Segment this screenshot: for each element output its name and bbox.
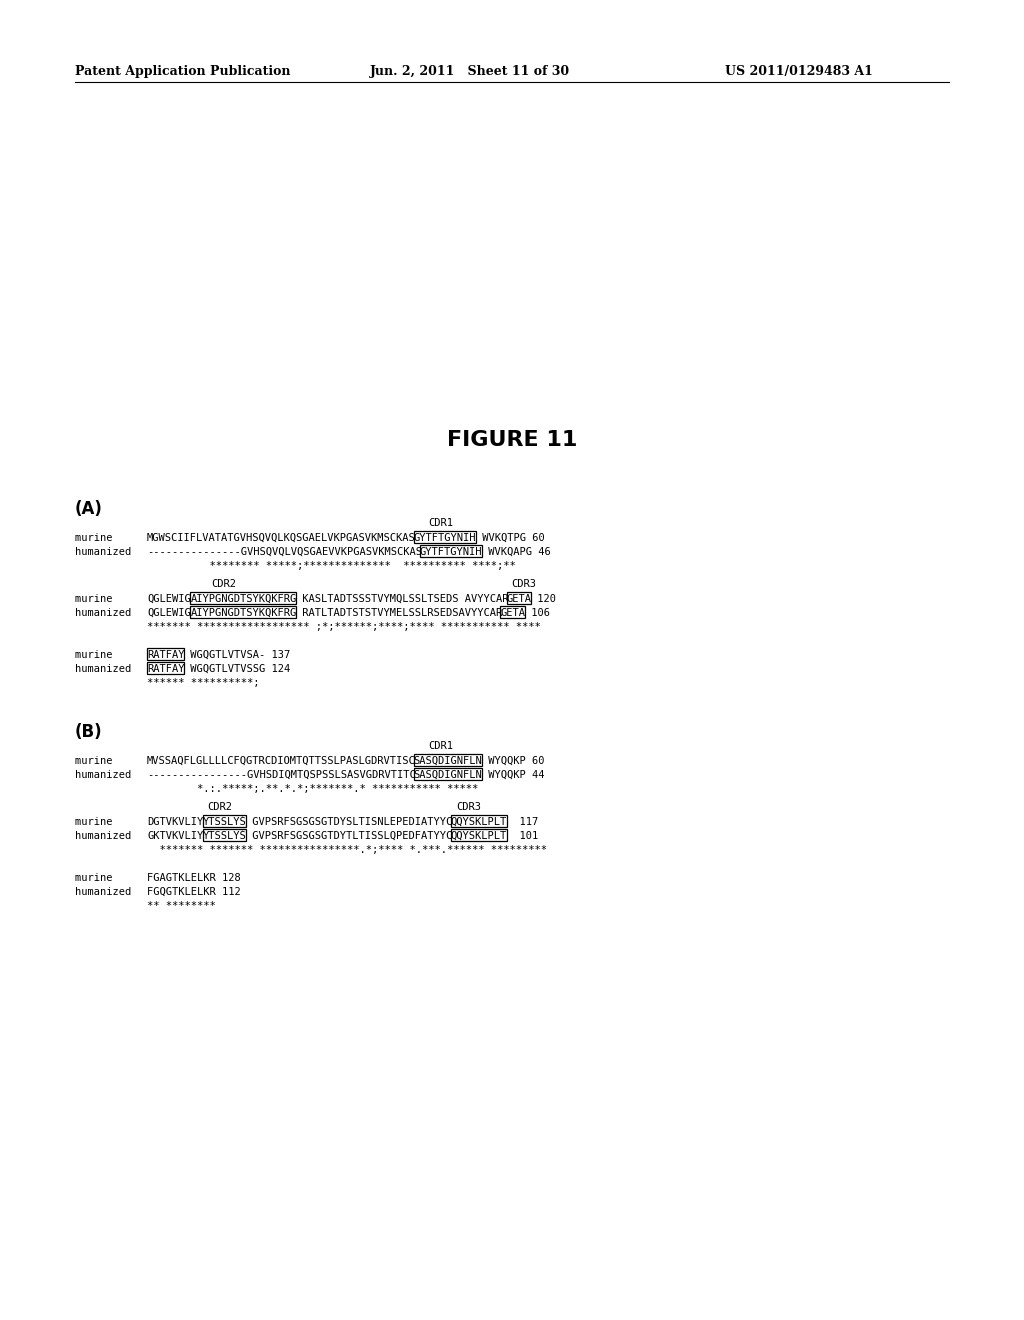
- Text: GYTFTGYNIH: GYTFTGYNIH: [414, 533, 476, 543]
- Text: ---------------GVHSQVQLVQSGAEVVKPGASVKMSCKAS: ---------------GVHSQVQLVQSGAEVVKPGASVKMS…: [147, 546, 422, 557]
- Text: CDR1: CDR1: [429, 517, 454, 528]
- Text: MVSSAQFLGLLLLCFQGTRCDIOMTQTTSSLPASLGDRVTISC: MVSSAQFLGLLLLCFQGTRCDIOMTQTTSSLPASLGDRVT…: [147, 756, 416, 766]
- Text: murine: murine: [75, 756, 131, 766]
- Text: 106: 106: [525, 609, 550, 618]
- Text: YTSSLYŚ: YTSSLYŚ: [203, 817, 247, 828]
- Text: 117: 117: [507, 817, 538, 828]
- Bar: [451, 829, 507, 841]
- Text: *.:.*****;.**.*.*;*******.* *********** *****: *.:.*****;.**.*.*;*******.* *********** …: [147, 784, 478, 795]
- Text: humanized: humanized: [75, 664, 131, 675]
- Text: CDR3: CDR3: [456, 803, 481, 812]
- Bar: [414, 532, 475, 543]
- Text: WYQQKP 60: WYQQKP 60: [482, 756, 545, 766]
- Text: RATFAY: RATFAY: [147, 649, 184, 660]
- Text: murine: murine: [75, 594, 131, 605]
- Bar: [507, 593, 531, 603]
- Text: AIYPGNGDTSYKQKFRG: AIYPGNGDTSYKQKFRG: [190, 609, 297, 618]
- Text: humanized: humanized: [75, 832, 131, 841]
- Text: WGQGTLVTVSSG 124: WGQGTLVTVSSG 124: [184, 664, 291, 675]
- Text: ******* ******* ****************.*;**** *.***.****** *********: ******* ******* ****************.*;**** …: [147, 845, 547, 855]
- Text: QQYSKLPLT: QQYSKLPLT: [451, 817, 507, 828]
- Text: ******* ****************** ;*;******;****;**** *********** ****: ******* ****************** ;*;******;***…: [147, 622, 541, 632]
- Text: Jun. 2, 2011   Sheet 11 of 30: Jun. 2, 2011 Sheet 11 of 30: [370, 65, 570, 78]
- Text: ** ********: ** ********: [147, 902, 216, 911]
- Text: WYQQKP 44: WYQQKP 44: [482, 770, 545, 780]
- Text: ****** **********;: ****** **********;: [147, 678, 259, 688]
- Text: GVPSRFSGSGSGTDYTLTISSLQPEDFATYYC: GVPSRFSGSGSGTDYTLTISSLQPEDFATYYC: [246, 832, 453, 841]
- Text: RATFAY: RATFAY: [147, 664, 184, 675]
- Text: (A): (A): [75, 500, 102, 517]
- Bar: [414, 768, 482, 780]
- Bar: [414, 754, 482, 766]
- Text: GETA: GETA: [507, 594, 531, 605]
- Text: YTSSLYŚ: YTSSLYŚ: [203, 832, 247, 841]
- Text: QGLEWIG: QGLEWIG: [147, 609, 190, 618]
- Text: CDR2: CDR2: [207, 803, 232, 812]
- Text: WVKQTPG 60: WVKQTPG 60: [475, 533, 545, 543]
- Text: ******** *****;**************  ********** ****;**: ******** *****;************** **********…: [147, 561, 516, 572]
- Text: RATLTADTSTSTVYMELSSLRSEDSAVYYCAR: RATLTADTSTSTVYMELSSLRSEDSAVYYCAR: [296, 609, 502, 618]
- Bar: [420, 545, 482, 557]
- Text: SASQDIGNFLN: SASQDIGNFLN: [414, 756, 482, 766]
- Text: QQYSKLPLT: QQYSKLPLT: [451, 832, 507, 841]
- Text: murine: murine: [75, 817, 131, 828]
- Text: murine: murine: [75, 649, 131, 660]
- Text: CDR2: CDR2: [212, 579, 237, 589]
- Text: (B): (B): [75, 723, 102, 741]
- Text: AIYPGNGDTSYKQKFRG: AIYPGNGDTSYKQKFRG: [190, 594, 297, 605]
- Bar: [190, 593, 296, 603]
- Text: US 2011/0129483 A1: US 2011/0129483 A1: [725, 65, 872, 78]
- Text: SASQDIGNFLN: SASQDIGNFLN: [414, 770, 482, 780]
- Text: FGQGTKLELKR 112: FGQGTKLELKR 112: [147, 887, 241, 898]
- Text: humanized: humanized: [75, 887, 131, 898]
- Text: Patent Application Publication: Patent Application Publication: [75, 65, 291, 78]
- Text: GETA: GETA: [501, 609, 525, 618]
- Bar: [451, 816, 507, 826]
- Text: WGQGTLVTVSA- 137: WGQGTLVTVSA- 137: [184, 649, 291, 660]
- Text: KASLTADTSSSTVYMQLSSLTSEDS AVYYCAR: KASLTADTSSSTVYMQLSSLTSEDS AVYYCAR: [296, 594, 508, 605]
- Text: GVPSRFSGSGSGTDYSLTISNLEPEDIATYYC: GVPSRFSGSGSGTDYSLTISNLEPEDIATYYC: [246, 817, 453, 828]
- Text: murine: murine: [75, 533, 131, 543]
- Text: humanized: humanized: [75, 546, 131, 557]
- Bar: [501, 606, 525, 618]
- Bar: [203, 816, 246, 826]
- Text: GYTFTGYNIH: GYTFTGYNIH: [420, 546, 482, 557]
- Bar: [147, 663, 184, 673]
- Text: 101: 101: [507, 832, 538, 841]
- Text: 120: 120: [531, 594, 556, 605]
- Text: QGLEWIG: QGLEWIG: [147, 594, 190, 605]
- Bar: [203, 829, 246, 841]
- Text: FIGURE 11: FIGURE 11: [446, 430, 578, 450]
- Text: CDR3: CDR3: [512, 579, 537, 589]
- Bar: [147, 648, 184, 660]
- Text: humanized: humanized: [75, 770, 131, 780]
- Text: DGTVKVLIY: DGTVKVLIY: [147, 817, 203, 828]
- Text: murine: murine: [75, 873, 131, 883]
- Text: MGWSCIIFLVATATGVHSQVQLKQSGAELVKPGASVKMSCKAS: MGWSCIIFLVATATGVHSQVQLKQSGAELVKPGASVKMSC…: [147, 533, 416, 543]
- Text: ----------------GVHSDIQMTQSPSSLSASVGDRVTITC: ----------------GVHSDIQMTQSPSSLSASVGDRVT…: [147, 770, 416, 780]
- Text: WVKQAPG 46: WVKQAPG 46: [482, 546, 551, 557]
- Text: GKTVKVLIY: GKTVKVLIY: [147, 832, 203, 841]
- Text: humanized: humanized: [75, 609, 131, 618]
- Text: CDR1: CDR1: [429, 741, 454, 751]
- Text: FGAGTKLELKR 128: FGAGTKLELKR 128: [147, 873, 241, 883]
- Bar: [190, 606, 296, 618]
